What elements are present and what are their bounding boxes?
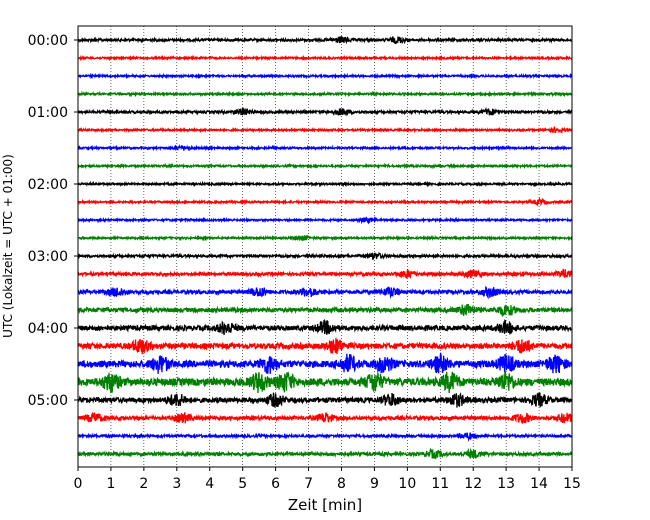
x-tick-label: 15 xyxy=(563,476,581,492)
y-tick-label: 05:00 xyxy=(28,393,68,409)
trace-0530 xyxy=(77,432,573,442)
trace-0430 xyxy=(77,351,573,374)
trace-0100 xyxy=(77,106,573,117)
trace-0115 xyxy=(77,125,573,134)
x-tick-label: 12 xyxy=(464,476,482,492)
y-tick-label: 03:00 xyxy=(28,249,68,265)
y-tick-label: 02:00 xyxy=(28,177,68,193)
y-tick-label: 04:00 xyxy=(28,321,68,337)
trace-0200 xyxy=(77,180,573,188)
trace-0500 xyxy=(77,391,573,408)
y-axis-ticks: 00:00 01:00 02:00 03:00 04:00 05:00 xyxy=(28,33,78,409)
trace-0045 xyxy=(77,90,573,98)
trace-0245 xyxy=(77,234,573,242)
plot-frame xyxy=(77,25,573,468)
trace-0215 xyxy=(77,196,573,207)
trace-0400 xyxy=(77,318,573,336)
x-tick-label: 10 xyxy=(398,476,416,492)
seismic-traces xyxy=(77,36,573,460)
x-tick-label: 7 xyxy=(304,476,313,492)
x-tick-label: 1 xyxy=(106,476,115,492)
x-tick-label: 3 xyxy=(172,476,181,492)
x-tick-label: 9 xyxy=(370,476,379,492)
x-tick-label: 13 xyxy=(497,476,515,492)
trace-0030 xyxy=(77,72,573,80)
x-tick-label: 5 xyxy=(238,476,247,492)
trace-0330 xyxy=(77,285,573,300)
x-tick-label: 2 xyxy=(139,476,148,492)
x-tick-label: 8 xyxy=(337,476,346,492)
trace-0315 xyxy=(77,268,573,280)
y-tick-label: 00:00 xyxy=(28,33,68,49)
x-axis-label: Zeit [min] xyxy=(288,496,362,514)
x-tick-label: 0 xyxy=(74,476,83,492)
trace-0445 xyxy=(77,370,573,394)
trace-0145 xyxy=(77,162,573,170)
x-tick-label: 11 xyxy=(431,476,449,492)
trace-0345 xyxy=(77,303,573,318)
trace-0515 xyxy=(77,411,573,424)
x-tick-label: 6 xyxy=(271,476,280,492)
x-tick-label: 4 xyxy=(205,476,214,492)
trace-0000 xyxy=(77,36,573,45)
trace-0130 xyxy=(77,143,573,152)
trace-0230 xyxy=(77,216,573,225)
y-tick-label: 01:00 xyxy=(28,105,68,121)
x-axis-ticks: 0 1 2 3 4 5 6 7 8 9 10 11 12 13 14 15 xyxy=(74,467,581,492)
trace-0545 xyxy=(77,447,573,460)
x-tick-label: 14 xyxy=(530,476,548,492)
trace-0015 xyxy=(77,54,573,62)
trace-0300 xyxy=(77,251,573,261)
trace-0415 xyxy=(77,337,573,355)
y-axis-label: UTC (Lokalzeit = UTC + 01:00) xyxy=(1,154,15,338)
